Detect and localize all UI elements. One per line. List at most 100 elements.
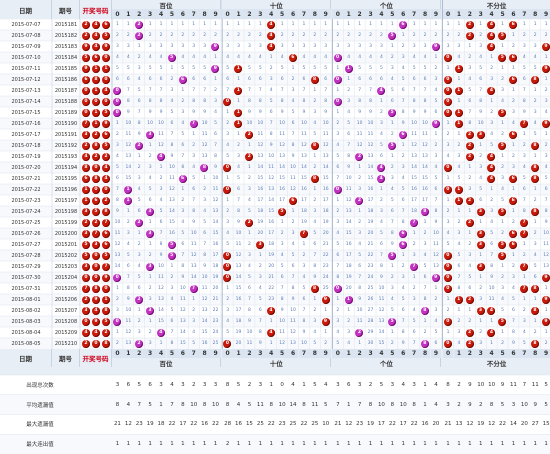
miss-count: 3	[313, 44, 317, 49]
miss-count: 1	[269, 319, 273, 324]
miss-count: 1	[203, 22, 207, 27]
miss-count: 4	[544, 165, 548, 170]
hit-ball: 5	[498, 31, 507, 40]
miss-count: 5	[116, 66, 119, 71]
hit-ball: 0	[113, 97, 122, 106]
miss-count: 3	[423, 44, 427, 49]
footer-digit: 6	[287, 349, 299, 358]
miss-count: 11	[378, 297, 385, 302]
miss-count: 5	[490, 231, 494, 236]
miss-count: 13	[257, 154, 264, 159]
miss-count: 14	[411, 165, 417, 170]
miss-count: 5	[479, 66, 483, 71]
miss-count: 7	[313, 253, 317, 258]
hit-ball: 5	[498, 53, 507, 62]
footer-digit: 3	[475, 349, 487, 358]
footer-digit: 3	[365, 349, 376, 358]
footer-digit: 7	[188, 349, 200, 358]
miss-count: 8	[181, 264, 185, 269]
header-digit: 4	[376, 9, 387, 19]
miss-count: 3	[302, 264, 306, 269]
draw-number-ball: 4	[92, 20, 100, 29]
miss-count: 6	[401, 88, 405, 93]
miss-count: 4	[479, 176, 483, 181]
miss-count: 12	[279, 341, 285, 346]
footer-digit: 4	[376, 349, 387, 358]
header-digit: 7	[408, 9, 420, 19]
miss-count: 1	[148, 143, 152, 148]
miss-count: 12	[169, 187, 175, 192]
miss-count: 4	[390, 77, 394, 82]
miss-count: 13	[322, 154, 329, 159]
row-issue: 2015182	[54, 32, 78, 39]
row-band	[0, 261, 550, 272]
miss-count: 16	[212, 242, 219, 247]
footer-digit: 1	[122, 349, 134, 358]
miss-count: 4	[336, 330, 340, 335]
miss-count: 5	[412, 319, 416, 324]
miss-count: 12	[345, 198, 352, 203]
miss-count: 1	[181, 88, 185, 93]
miss-count: 2	[501, 341, 504, 346]
miss-count: 7	[401, 99, 405, 104]
miss-count: 11	[433, 242, 439, 247]
hit-ball: 4	[487, 20, 496, 29]
miss-count: 4	[468, 264, 472, 269]
miss-count: 2	[423, 330, 427, 335]
miss-count: 1	[479, 22, 483, 27]
miss-count: 8	[302, 99, 306, 104]
hit-ball: 9	[211, 64, 220, 73]
miss-count: 16	[169, 231, 175, 236]
miss-count: 4	[313, 220, 317, 225]
miss-count: 15	[322, 176, 329, 181]
miss-count: 2	[512, 99, 515, 104]
stat-value: 16	[201, 421, 209, 428]
hit-ball: 6	[509, 229, 518, 238]
miss-count: 1	[170, 22, 174, 27]
miss-count: 5	[137, 275, 141, 280]
hit-ball: 7	[299, 229, 308, 238]
miss-count: 8	[214, 154, 217, 159]
hit-ball: 9	[431, 273, 440, 282]
miss-count: 3	[380, 121, 383, 126]
miss-count: 5	[390, 198, 394, 203]
header-digit: 1	[453, 9, 465, 19]
miss-count: 7	[203, 242, 207, 247]
miss-count: 8	[544, 209, 548, 214]
miss-count: 2	[237, 143, 240, 148]
miss-count: 2	[181, 33, 185, 38]
hit-ball: 0	[223, 185, 232, 194]
miss-count: 2	[544, 33, 548, 38]
miss-count: 4	[512, 121, 515, 126]
row-issue: 2015197	[54, 197, 78, 204]
hit-ball: 6	[509, 196, 518, 205]
hit-ball: 6	[178, 174, 187, 183]
miss-count: 3	[192, 44, 196, 49]
hit-ball: 6	[399, 229, 407, 238]
miss-count: 14	[212, 220, 219, 225]
hit-ball: 0	[443, 185, 452, 194]
hit-ball: 4	[487, 328, 496, 337]
miss-count: 3	[181, 44, 185, 49]
miss-count: 1	[116, 121, 119, 126]
stat-value: 1	[159, 401, 163, 408]
hit-ball: 8	[310, 284, 319, 293]
miss-count: 1	[347, 77, 351, 82]
stat-value: 5	[544, 401, 548, 408]
miss-count: 6	[479, 198, 483, 203]
header-digit: 2	[354, 9, 366, 19]
hit-ball: 1	[454, 295, 463, 304]
miss-count: 11	[279, 132, 285, 137]
miss-count: 5	[468, 275, 472, 280]
draw-number-ball: 4	[92, 328, 100, 337]
stat-value: 4	[170, 381, 174, 388]
miss-count: 16	[322, 187, 329, 192]
miss-count: 9	[401, 121, 405, 126]
miss-count: 5	[479, 187, 483, 192]
stat-value: 11	[311, 401, 319, 408]
miss-count: 2	[214, 88, 217, 93]
miss-count: 1	[302, 22, 306, 27]
miss-count: 1	[468, 165, 472, 170]
miss-count: 12	[257, 143, 264, 148]
miss-count: 4	[137, 264, 141, 269]
